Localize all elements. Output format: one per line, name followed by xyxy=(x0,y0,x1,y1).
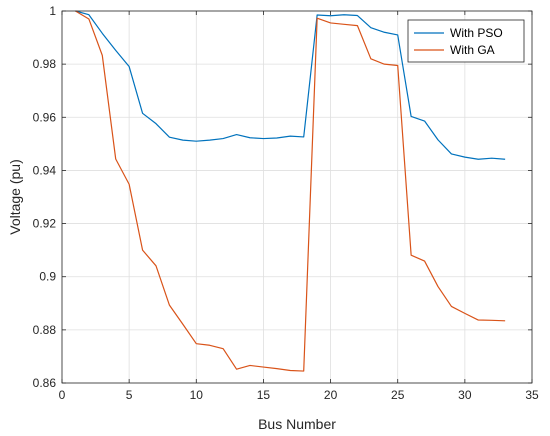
legend: With PSO With GA xyxy=(407,19,525,63)
y-tick-label: 0.88 xyxy=(33,323,57,337)
legend-entry-label: With PSO xyxy=(450,26,503,40)
x-tick-label: 35 xyxy=(525,388,539,402)
plot-border xyxy=(61,10,533,384)
y-tick-label: 0.96 xyxy=(33,110,57,124)
legend-box xyxy=(407,19,525,63)
x-tick-label: 20 xyxy=(324,388,338,402)
y-tick-label: 0.98 xyxy=(33,57,57,71)
x-tick-label: 25 xyxy=(391,388,405,402)
y-tick-label: 0.86 xyxy=(33,376,57,390)
x-tick-label: 0 xyxy=(59,388,66,402)
x-axis-label: Bus Number xyxy=(258,416,336,432)
legend-entry-label: With GA xyxy=(450,43,495,57)
axis-ticks: 0 5 10 15 20 25 30 35 0.86 0.88 0.9 0.92 0.94 0.96 0.9… xyxy=(33,4,539,402)
y-tick-label: 1 xyxy=(49,4,56,18)
y-tick-label: 0.92 xyxy=(33,217,57,231)
x-tick-label: 10 xyxy=(190,388,204,402)
y-axis-label: Voltage (pu) xyxy=(7,159,23,235)
series-line-pso xyxy=(75,10,506,160)
x-tick-label: 30 xyxy=(458,388,472,402)
plot-area xyxy=(62,11,532,383)
y-tick-label: 0.9 xyxy=(39,270,56,284)
y-tick-label: 0.94 xyxy=(33,163,57,177)
series-group xyxy=(75,10,506,372)
series-line-ga xyxy=(75,10,506,372)
x-tick-label: 15 xyxy=(257,388,271,402)
x-tick-label: 5 xyxy=(126,388,133,402)
